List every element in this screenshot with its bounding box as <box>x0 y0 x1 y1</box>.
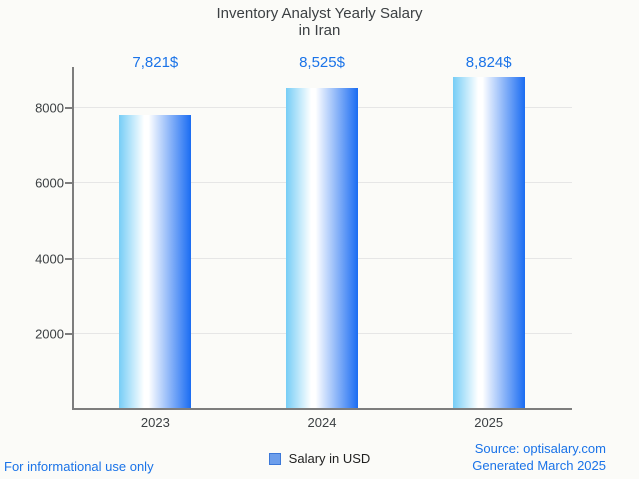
y-axis-line <box>72 67 74 410</box>
bar-slot <box>239 70 406 410</box>
source-info: Source: optisalary.com Generated March 2… <box>472 441 606 474</box>
y-tick-mark <box>65 257 72 260</box>
generated-date: Generated March 2025 <box>472 457 606 473</box>
x-axis-line <box>72 408 572 410</box>
bar-value-label: 8,824$ <box>465 54 512 71</box>
y-tick-label: 2000 <box>35 326 64 342</box>
bar-value-label: 7,821$ <box>132 54 179 71</box>
disclaimer-text: For informational use only <box>4 459 154 474</box>
bar-series <box>72 70 572 410</box>
value-labels-row: 7,821$ 8,525$ 8,824$ <box>72 54 572 71</box>
chart-title: Inventory Analyst Yearly Salary in Iran <box>0 5 639 39</box>
plot-area: 2000 4000 6000 8000 <box>35 67 572 410</box>
bar-2024 <box>286 87 358 410</box>
legend: Salary in USD <box>0 451 639 466</box>
bar-slot <box>72 70 239 410</box>
x-tick-label: 2023 <box>140 415 170 430</box>
legend-swatch-icon <box>268 452 281 465</box>
chart-title-line1: Inventory Analyst Yearly Salary <box>216 5 423 22</box>
source-link[interactable]: Source: optisalary.com <box>474 441 606 456</box>
legend-label: Salary in USD <box>288 451 371 466</box>
bar-value-label: 8,525$ <box>299 54 345 71</box>
bar-2025 <box>452 76 525 410</box>
x-axis-labels: 2023 2024 2025 <box>72 415 572 430</box>
bar-slot <box>405 70 572 410</box>
y-tick-label: 4000 <box>35 251 64 267</box>
y-tick-mark <box>65 106 72 109</box>
y-tick-label: 6000 <box>35 175 64 191</box>
y-tick-mark <box>65 333 72 336</box>
chart-title-line2: in Iran <box>298 22 341 39</box>
x-tick-label: 2024 <box>307 415 337 430</box>
x-tick-label: 2025 <box>474 415 504 430</box>
y-tick-label: 8000 <box>35 100 64 116</box>
bar-2023 <box>119 114 192 410</box>
y-tick-mark <box>65 182 72 185</box>
